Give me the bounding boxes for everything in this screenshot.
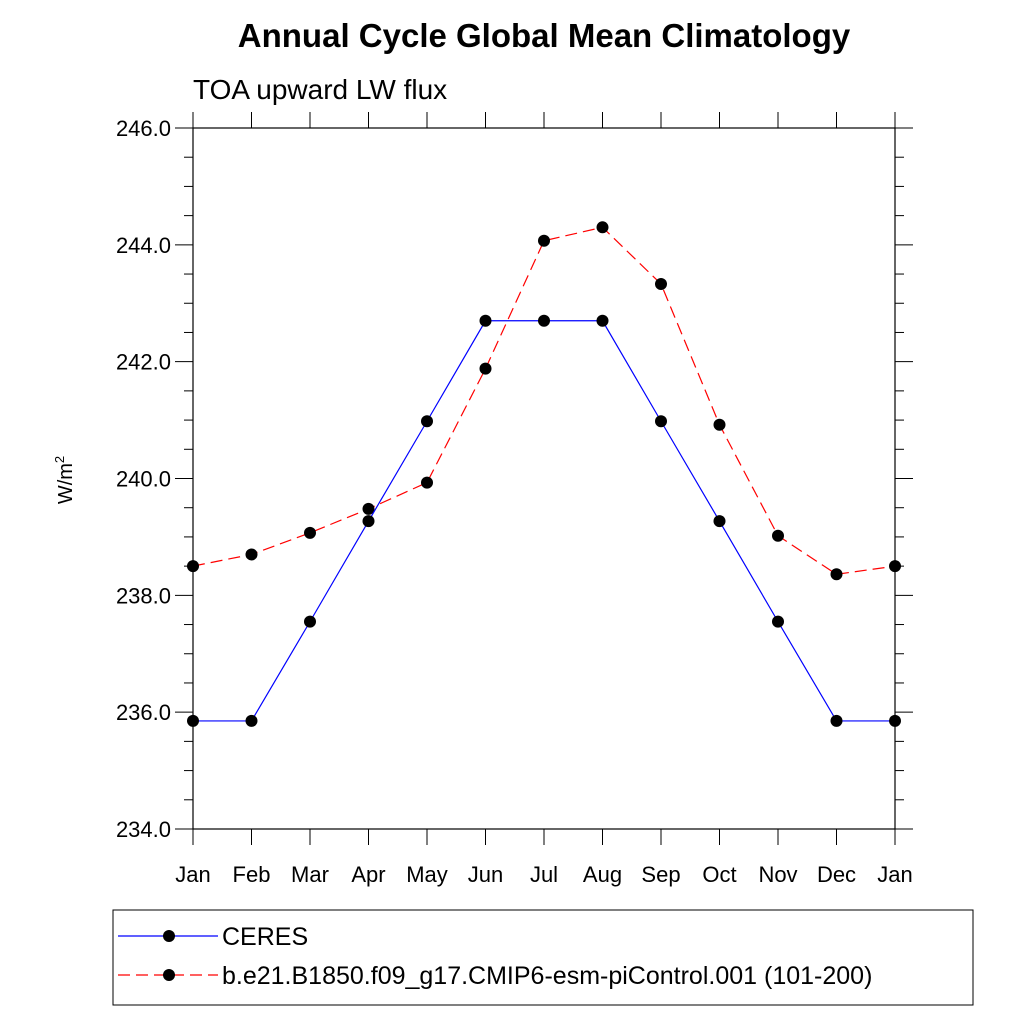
- data-point: [655, 277, 667, 290]
- data-point: [655, 415, 667, 428]
- data-point: [713, 418, 726, 431]
- data-point: [889, 714, 901, 727]
- x-tick-label: Feb: [233, 862, 271, 887]
- series-line: [192, 226, 896, 575]
- x-tick-label: May: [406, 862, 448, 887]
- x-tick-label: Nov: [758, 862, 797, 887]
- x-tick-label: Aug: [583, 862, 622, 887]
- legend-item: CERES: [118, 923, 308, 951]
- y-axis-label-text: W/m: [55, 463, 77, 504]
- legend-label: CERES: [222, 923, 308, 951]
- plot-axes: [192, 127, 896, 830]
- data-point: [421, 415, 433, 428]
- data-point: [830, 568, 843, 581]
- legend-item: b.e21.B1850.f09_g17.CMIP6-esm-piControl.…: [118, 962, 872, 990]
- data-point: [245, 548, 258, 561]
- legend-box: [112, 909, 974, 1006]
- series-model: [187, 221, 901, 581]
- y-tick-label: 234.0: [116, 817, 171, 842]
- chart-title: Annual Cycle Global Mean Climatology: [238, 17, 851, 54]
- x-tick-label: Mar: [291, 862, 329, 887]
- y-tick-label: 246.0: [116, 116, 171, 141]
- y-tick-label: 242.0: [116, 350, 171, 375]
- data-point: [187, 560, 199, 573]
- plot-frame: [192, 127, 896, 830]
- x-tick-label: Sep: [641, 862, 680, 887]
- x-tick-label: Oct: [702, 862, 736, 887]
- x-tick-label: Jun: [468, 862, 503, 887]
- data-point: [479, 314, 492, 327]
- series-line: [193, 320, 895, 722]
- legend: CERES b.e21.B1850.f09_g17.CMIP6-esm-piCon…: [112, 909, 974, 1006]
- x-tick-label: Apr: [351, 862, 385, 887]
- x-tick-label: Jul: [530, 862, 558, 887]
- data-point: [538, 314, 550, 327]
- y-axis-ticks: 234.0 236.0 238.0 240.0 242.0 244.0 246.0: [116, 116, 913, 842]
- data-point: [304, 615, 316, 628]
- chart-subtitle: TOA upward LW flux: [193, 74, 447, 105]
- data-point: [596, 314, 609, 327]
- data-point: [479, 362, 492, 375]
- data-point: [772, 529, 784, 542]
- x-tick-label: Jan: [175, 862, 210, 887]
- y-axis-label: W/m2: [52, 456, 77, 504]
- y-tick-label: 240.0: [116, 467, 171, 492]
- y-tick-label: 238.0: [116, 583, 171, 608]
- x-axis-ticks: Jan Feb Mar Apr May Jun Jul Aug Sep Oct Nov Dec Jan: [175, 112, 913, 887]
- data-point: [596, 221, 609, 234]
- legend-marker: [163, 930, 175, 942]
- y-tick-label: 236.0: [116, 700, 171, 725]
- series-group: [187, 221, 901, 727]
- data-point: [538, 234, 550, 247]
- data-point: [830, 714, 843, 727]
- legend-label: b.e21.B1850.f09_g17.CMIP6-esm-piControl.…: [222, 962, 872, 990]
- data-point: [362, 502, 375, 515]
- series-ceres: [187, 314, 901, 727]
- data-point: [304, 526, 316, 539]
- data-point: [245, 714, 258, 727]
- data-point: [713, 515, 726, 528]
- x-tick-label: Dec: [817, 862, 856, 887]
- y-tick-label: 244.0: [116, 233, 171, 258]
- data-point: [421, 476, 433, 489]
- x-tick-label: Jan: [877, 862, 912, 887]
- data-point: [187, 714, 199, 727]
- y-axis-label-superscript: 2: [52, 456, 67, 463]
- legend-marker: [163, 969, 175, 981]
- data-point: [772, 615, 784, 628]
- data-point: [889, 560, 901, 573]
- data-point: [362, 515, 375, 528]
